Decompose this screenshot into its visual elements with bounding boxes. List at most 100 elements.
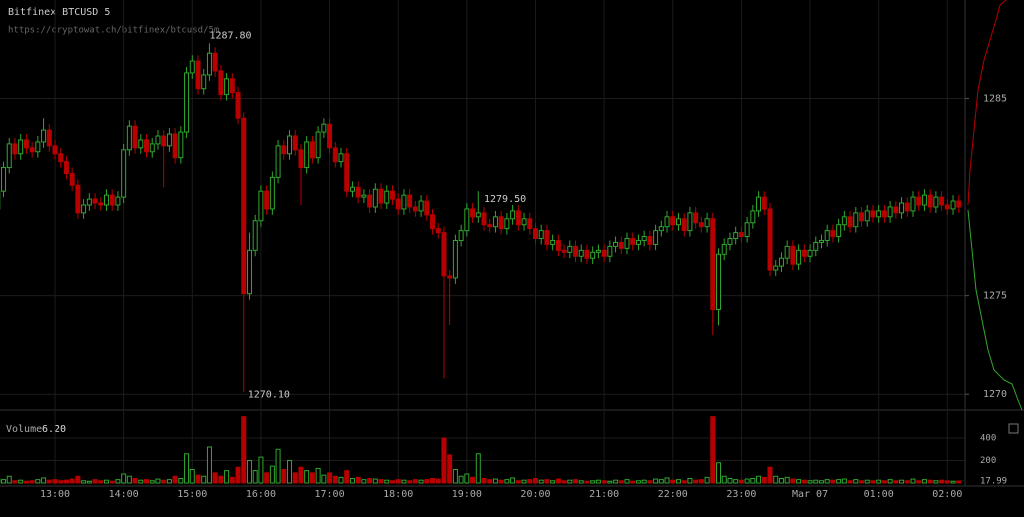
candle-body <box>452 239 458 279</box>
candle-body <box>206 52 212 76</box>
volume-bar <box>41 477 47 484</box>
volume-bar <box>58 480 64 484</box>
volume-bar <box>144 479 150 484</box>
candle-body <box>578 249 584 257</box>
candle-body <box>761 196 767 210</box>
volume-bar <box>206 446 212 484</box>
volume-bar <box>944 480 950 484</box>
volume-bar <box>784 476 790 484</box>
volume-bar <box>246 460 252 484</box>
candle-body <box>555 239 561 251</box>
candle-body <box>189 60 195 74</box>
volume-bar <box>424 479 430 484</box>
depth-asks <box>967 0 1007 206</box>
volume-bar <box>870 480 876 484</box>
volume-bar <box>81 480 87 484</box>
volume-bar <box>916 480 922 484</box>
candle-body <box>435 228 441 234</box>
candle-body <box>904 202 910 212</box>
candle-body <box>853 212 859 228</box>
candle-body <box>430 214 436 230</box>
y-tick-label: 1270 <box>983 389 1007 400</box>
candle-body <box>75 184 81 214</box>
volume-bar <box>555 478 561 484</box>
volume-bar <box>29 480 35 484</box>
candle-body <box>921 194 927 206</box>
candle-body <box>630 238 636 245</box>
volume-bar <box>836 479 842 484</box>
volume-bar <box>864 479 870 484</box>
volume-bar <box>378 479 384 484</box>
volume-bar <box>618 480 624 484</box>
volume-bar <box>161 479 167 484</box>
candle-body <box>681 218 687 232</box>
volume-bar <box>401 479 407 484</box>
volume-bar <box>372 478 378 484</box>
candle-body <box>813 241 819 251</box>
candle-body <box>349 186 355 192</box>
volume-bar <box>441 437 447 484</box>
volume-bar <box>807 480 813 484</box>
candle-body <box>224 78 230 96</box>
candle-body <box>86 198 92 206</box>
volume-bar <box>910 478 916 484</box>
candle-body <box>475 212 481 218</box>
volume-bar <box>126 475 132 484</box>
candle-body <box>338 153 344 163</box>
volume-bar <box>670 479 676 484</box>
candle-body <box>716 253 722 310</box>
volume-bar <box>573 479 579 484</box>
volume-bar <box>349 478 355 484</box>
candle-body <box>647 236 653 245</box>
candle-body <box>161 135 167 147</box>
candle-body <box>721 243 727 255</box>
candle-body <box>41 129 47 143</box>
volume-bar <box>635 480 641 484</box>
x-tick-label: 15:00 <box>177 489 207 500</box>
candle-body <box>704 218 710 228</box>
candle-body <box>664 216 670 228</box>
volume-bar <box>641 479 647 484</box>
candle-body <box>750 210 756 224</box>
volume-bar <box>824 479 830 484</box>
volume-bar <box>23 480 29 484</box>
volume-bar <box>601 480 607 484</box>
candle-body <box>899 202 905 214</box>
candle-body <box>778 257 784 267</box>
volume-bar <box>298 466 304 484</box>
candle-body <box>796 249 802 265</box>
volume-bar <box>521 479 527 484</box>
volume-bar <box>407 480 413 484</box>
volume-bar <box>681 480 687 484</box>
candle-body <box>195 60 201 90</box>
candle-body <box>698 222 704 228</box>
volume-bar <box>887 479 893 484</box>
candle-body <box>847 216 853 228</box>
candle-body <box>590 251 596 259</box>
volume-bar <box>344 470 350 484</box>
volume-bar <box>418 479 424 484</box>
candle-body <box>807 249 813 257</box>
volume-bar <box>607 480 613 484</box>
volume-bar <box>281 469 287 484</box>
volume-bar <box>229 476 235 484</box>
volume-bar <box>435 478 441 484</box>
candle-body <box>876 210 882 218</box>
panel-close[interactable] <box>1008 423 1019 434</box>
candle-body <box>939 196 945 206</box>
volume-current: 6.20 <box>42 424 66 435</box>
candle-body <box>52 145 58 155</box>
volume-bar <box>704 476 710 484</box>
candle-body <box>344 153 350 192</box>
volume-bar <box>801 479 807 484</box>
candle-body <box>864 210 870 222</box>
x-tick-label: 16:00 <box>246 489 276 500</box>
candle-body <box>367 194 373 208</box>
volume-bar <box>235 466 241 484</box>
candle-body <box>58 153 64 163</box>
volume-bar <box>550 480 556 484</box>
volume-bar <box>138 479 144 484</box>
candle-body <box>618 241 624 249</box>
candle-body <box>115 196 121 206</box>
x-tick-label: 18:00 <box>383 489 413 500</box>
